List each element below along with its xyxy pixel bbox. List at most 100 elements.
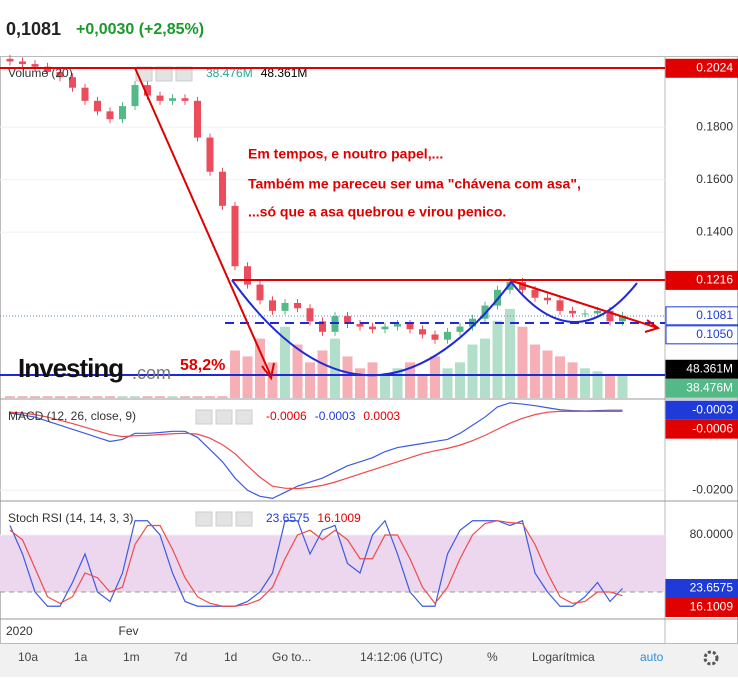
handle-trend — [511, 280, 659, 329]
candle — [94, 100, 101, 112]
candle — [506, 281, 514, 290]
y-tick-label: 0.1600 — [696, 172, 733, 186]
arrow-head — [644, 319, 661, 333]
drawings — [0, 67, 665, 381]
legend-value: 48.361M — [261, 66, 308, 80]
legend-icon[interactable] — [175, 66, 193, 82]
candle — [269, 300, 276, 311]
legend-icon[interactable] — [195, 511, 213, 527]
volume-bar — [292, 344, 303, 398]
toolbar-button[interactable]: Go to... — [272, 650, 311, 664]
price-marker — [665, 419, 738, 439]
volume-bar — [167, 396, 178, 398]
annotation: Em tempos, e noutro papel,... — [248, 146, 443, 162]
x-tick-label: Fev — [119, 624, 139, 638]
panel-legend: Volume (20) — [8, 66, 73, 80]
candle — [219, 171, 226, 206]
candle — [431, 334, 439, 340]
toolbar — [0, 644, 738, 677]
volume-bar — [130, 396, 140, 398]
y-tick-label: 80.0000 — [690, 527, 734, 541]
price-marker-label: -0.0006 — [692, 421, 733, 435]
legend-icon[interactable] — [235, 409, 253, 425]
arrow-head — [261, 362, 275, 381]
volume-bar — [267, 362, 278, 398]
price-marker-label: 0.2024 — [696, 60, 733, 74]
candle — [6, 58, 14, 62]
legend-icon[interactable] — [155, 66, 173, 82]
legend-value: 23.6575 — [266, 511, 310, 525]
candle — [456, 326, 464, 332]
stoch-band — [0, 534, 665, 592]
logo: Investing — [18, 353, 123, 383]
candle — [494, 289, 501, 306]
legend-value: 38.476M — [206, 66, 253, 80]
toolbar-button[interactable]: 7d — [174, 650, 187, 664]
volume-bar — [180, 396, 190, 398]
toolbar-button[interactable]: 14:12:06 (UTC) — [360, 650, 443, 664]
toolbar-button[interactable]: auto — [640, 650, 664, 664]
volume-bar — [492, 320, 503, 398]
candle — [306, 308, 314, 322]
volume-bar — [367, 362, 378, 398]
candle — [569, 310, 576, 314]
candle — [531, 289, 539, 298]
y-tick-label: -0.0200 — [692, 482, 733, 496]
price: 0,1081 — [6, 19, 61, 39]
candle — [181, 98, 189, 101]
price-marker — [665, 597, 738, 617]
volume-bar — [280, 326, 290, 398]
legend-icon[interactable] — [235, 511, 253, 527]
toolbar-button[interactable]: 1m — [123, 650, 140, 664]
legend-value: -0.0003 — [315, 409, 356, 423]
panel-legend: Stoch RSI (14, 14, 3, 3) — [8, 511, 133, 525]
candle — [519, 281, 526, 290]
legend-icon[interactable] — [215, 409, 233, 425]
toolbar-button[interactable]: % — [487, 650, 498, 664]
candle — [31, 64, 39, 67]
cup-arc — [231, 279, 513, 377]
volume-bar — [217, 396, 228, 398]
volume-bar — [192, 396, 203, 398]
volume-bar — [605, 374, 615, 398]
volume-bar — [617, 375, 628, 398]
volume-bar — [517, 326, 528, 398]
volume-bar — [592, 371, 603, 398]
volume-bar — [380, 374, 390, 398]
toolbar-button[interactable]: 1a — [74, 650, 88, 664]
volume-bar — [17, 396, 28, 398]
volume-bar — [255, 338, 265, 398]
candle — [581, 313, 589, 315]
toolbar-button[interactable]: 10a — [18, 650, 38, 664]
candle — [106, 111, 114, 120]
price-marker — [665, 578, 738, 598]
price-marker-label: 0.1081 — [696, 308, 733, 322]
price-marker-label: 48.361M — [686, 361, 733, 375]
candle — [119, 106, 126, 120]
candle — [544, 297, 551, 301]
toolbar-button[interactable]: 1d — [224, 650, 237, 664]
candle — [56, 71, 64, 78]
volume-bar — [442, 368, 453, 398]
legend-icon[interactable] — [195, 409, 213, 425]
logo-suffix: .com — [132, 363, 171, 383]
legend-value: 0.0003 — [363, 409, 400, 423]
candle — [44, 66, 51, 72]
volume-bar — [30, 396, 40, 398]
volume-bar — [505, 308, 515, 398]
candle — [619, 315, 626, 322]
y-tick-label: 0.1800 — [696, 119, 733, 133]
toolbar-button[interactable]: Logarítmica — [532, 650, 595, 664]
settings-gear[interactable] — [703, 650, 719, 666]
volume-bar — [67, 396, 78, 398]
volume-bar — [42, 396, 53, 398]
volume-bar — [405, 362, 415, 398]
volume-bar — [355, 368, 365, 398]
price-marker-label: 0.1216 — [696, 273, 733, 287]
legend-icon[interactable] — [215, 511, 233, 527]
volume-bar — [580, 368, 590, 398]
annotation: Também me pareceu ser uma "chávena com a… — [248, 176, 581, 192]
price-marker-label: 23.6575 — [690, 581, 734, 595]
legend-value: 16.1009 — [317, 511, 361, 525]
